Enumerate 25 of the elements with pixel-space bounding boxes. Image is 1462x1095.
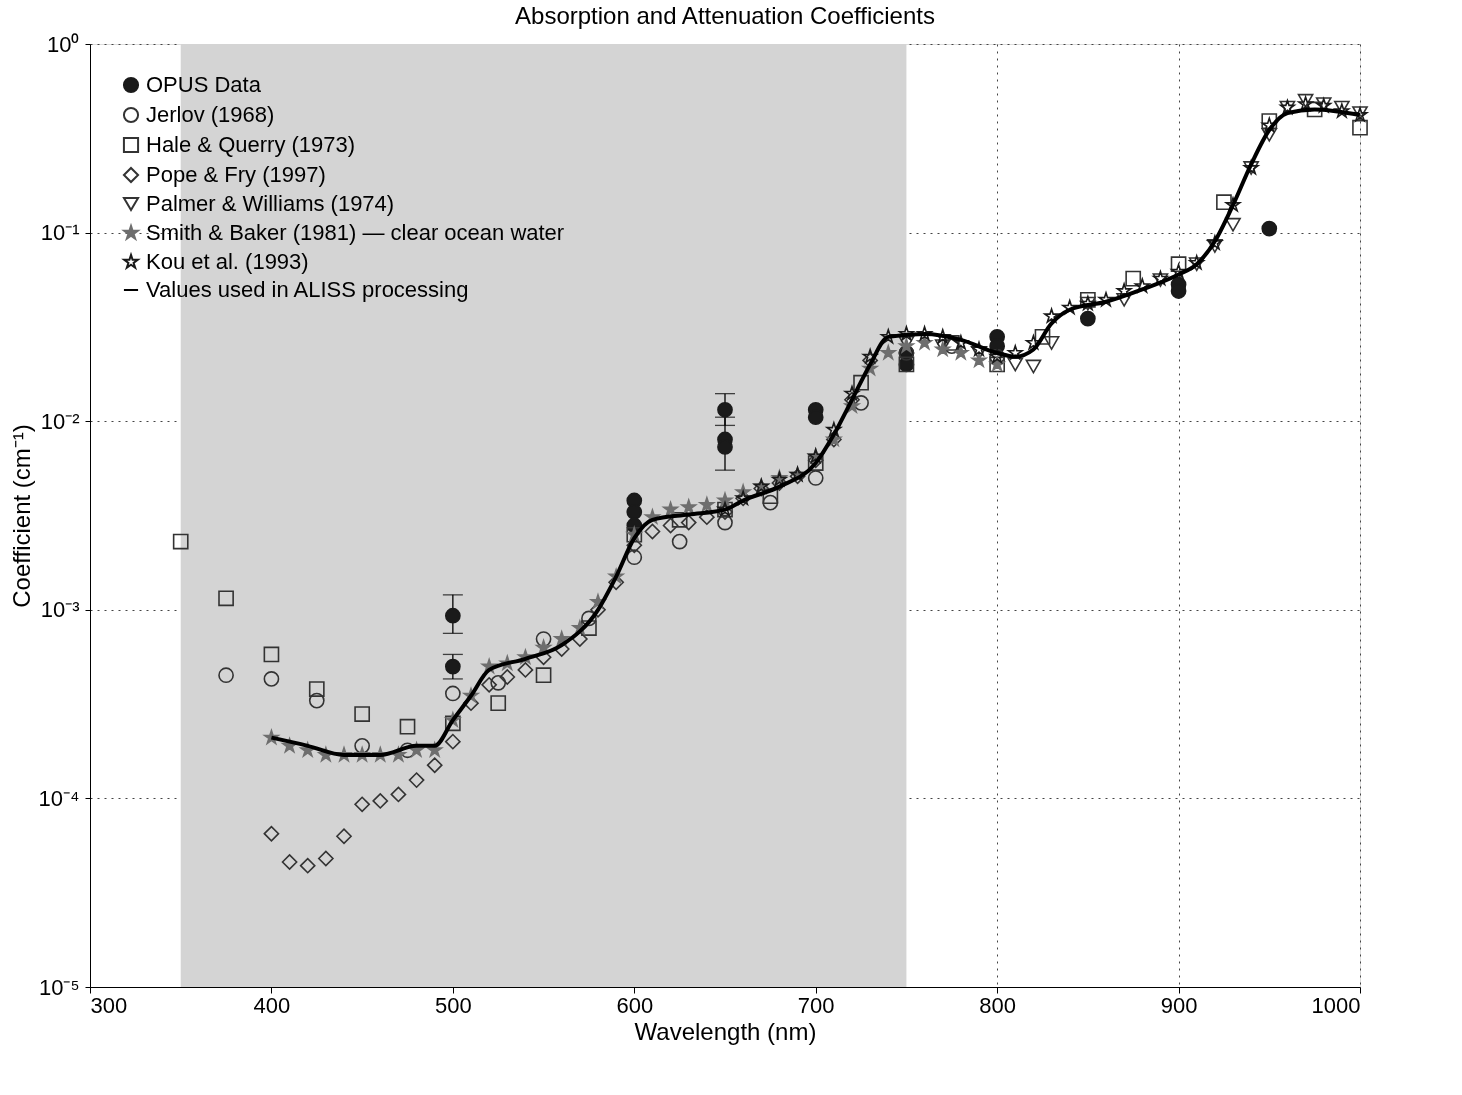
y-tick-label: 10⁻⁵ [38, 974, 80, 1000]
legend-label: OPUS Data [146, 72, 262, 97]
y-tick-label: 10⁻⁴ [38, 785, 80, 811]
x-tick-label: 400 [253, 992, 291, 1018]
chart-title: Absorption and Attenuation Coefficients [515, 2, 935, 29]
x-tick-label: 500 [435, 992, 472, 1018]
y-tick-label: 10⁻³ [40, 597, 80, 623]
x-tick-label: 300 [90, 992, 128, 1018]
y-tick-label: 10⁻¹ [40, 220, 80, 246]
legend-label: Hale & Querry (1973) [146, 132, 356, 157]
x-axis-title: Wavelength (nm) [634, 1017, 817, 1045]
x-tick-label: 600 [616, 992, 654, 1018]
x-tick-label: 1000 [1311, 992, 1361, 1018]
legend-label: Smith & Baker (1981) — clear ocean water [146, 220, 565, 245]
x-tick-label: 800 [979, 992, 1016, 1018]
legend-label: Values used in ALISS processing [146, 277, 469, 302]
legend-label: Palmer & Williams (1974) [146, 191, 395, 216]
legend-label: Jerlov (1968) [146, 102, 275, 127]
y-tick-label: 10⁰ [47, 31, 80, 57]
x-tick-label: 900 [1160, 992, 1198, 1018]
legend-label: Pope & Fry (1997) [146, 162, 326, 187]
legend-label: Kou et al. (1993) [146, 249, 309, 274]
y-tick-label: 10⁻² [40, 408, 80, 434]
y-axis-title: Coefficient (cm⁻¹) [7, 424, 35, 608]
x-tick-label: 700 [797, 992, 835, 1018]
